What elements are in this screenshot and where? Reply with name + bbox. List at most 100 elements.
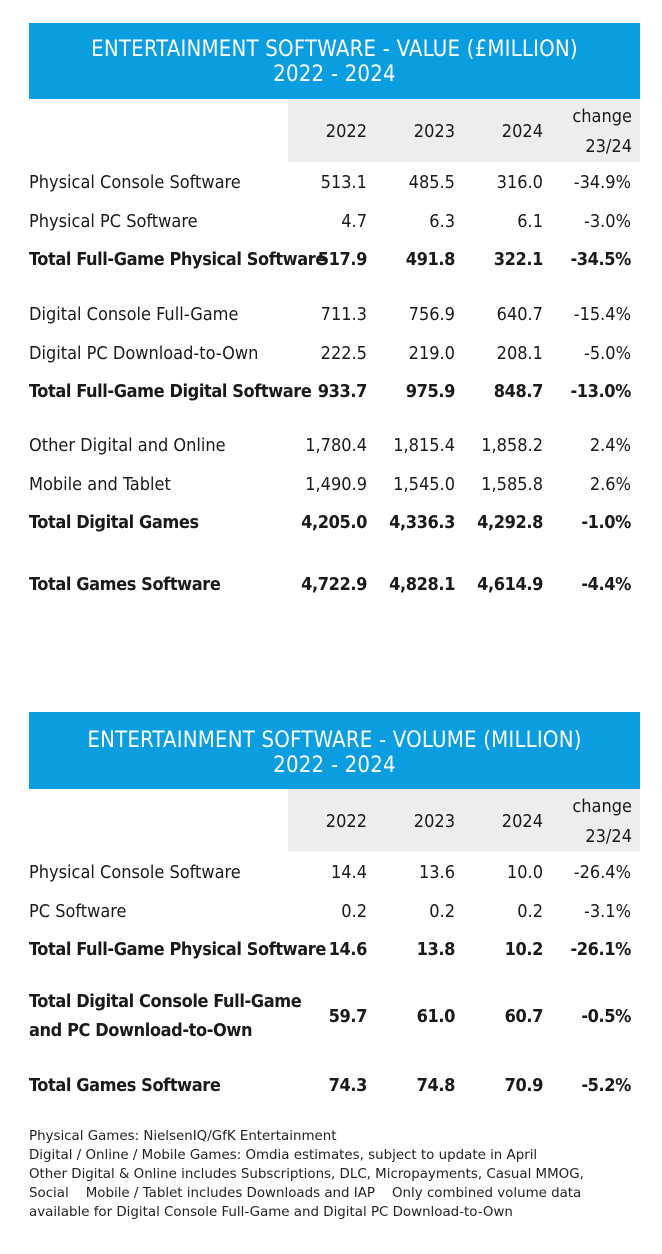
table-row: Mobile and Tablet 1,490.9 1,545.0 1,585.…: [0, 474, 662, 498]
row-label: Total Digital Games: [29, 512, 199, 533]
table-row: Physical PC Software 4.7 6.3 6.1 -3.0%: [0, 211, 662, 235]
value-table-title: ENTERTAINMENT SOFTWARE - VALUE (£MILLION…: [91, 37, 578, 62]
cell-change: -5.2%: [581, 1075, 631, 1096]
table-row: Physical Console Software 513.1 485.5 31…: [0, 172, 662, 196]
row-label-line1: Total Digital Console Full-Game: [29, 991, 302, 1012]
row-label: Physical PC Software: [29, 211, 198, 232]
cell-2024: 1,585.8: [481, 474, 543, 495]
cell-2022: 74.3: [328, 1075, 368, 1096]
cell-change: -5.0%: [584, 343, 631, 364]
cell-change: -3.1%: [584, 901, 631, 922]
header-2024: 2024: [501, 811, 543, 832]
table-row-grand-total: Total Games Software 74.3 74.8 70.9 -5.2…: [0, 1075, 662, 1099]
header-change: change: [572, 106, 632, 127]
cell-2022: 4,722.9: [301, 574, 367, 595]
cell-change: -34.5%: [570, 249, 631, 270]
cell-change: -26.1%: [570, 939, 631, 960]
cell-2023: 74.8: [416, 1075, 456, 1096]
cell-2022: 14.6: [328, 939, 368, 960]
table-row: Digital PC Download-to-Own 222.5 219.0 2…: [0, 343, 662, 367]
table-row-total: Total Digital Console Full-Game and PC D…: [0, 991, 662, 1043]
cell-2024: 1,858.2: [481, 435, 543, 456]
cell-change: -1.0%: [581, 512, 631, 533]
cell-2023: 13.6: [418, 862, 455, 883]
header-period: 23/24: [585, 136, 632, 157]
cell-2024: 60.7: [504, 1006, 544, 1027]
row-label: Physical Console Software: [29, 862, 241, 883]
cell-2023: 491.8: [405, 249, 456, 270]
cell-change: -4.4%: [581, 574, 631, 595]
header-2022: 2022: [325, 811, 367, 832]
cell-2023: 756.9: [408, 304, 455, 325]
cell-2024: 640.7: [496, 304, 543, 325]
cell-change: -15.4%: [573, 304, 631, 325]
cell-2022: 14.4: [330, 862, 367, 883]
cell-2023: 13.8: [416, 939, 456, 960]
cell-change: -26.4%: [573, 862, 631, 883]
row-label: Total Full-Game Physical Software: [29, 939, 326, 960]
cell-2022: 4.7: [341, 211, 367, 232]
cell-2022: 1,780.4: [305, 435, 367, 456]
cell-2024: 316.0: [496, 172, 543, 193]
cell-2023: 4,336.3: [389, 512, 455, 533]
table-row-total: Total Full-Game Physical Software 517.9 …: [0, 249, 662, 273]
cell-change: -3.0%: [584, 211, 631, 232]
cell-2022: 517.9: [317, 249, 368, 270]
table-row: Physical Console Software 14.4 13.6 10.0…: [0, 862, 662, 886]
cell-change: -13.0%: [570, 381, 631, 402]
row-label: Digital PC Download-to-Own: [29, 343, 259, 364]
volume-table-subtitle: 2022 - 2024: [273, 753, 396, 778]
cell-2024: 208.1: [496, 343, 543, 364]
value-table-title-banner: ENTERTAINMENT SOFTWARE - VALUE (£MILLION…: [29, 23, 640, 99]
row-label: Total Games Software: [29, 1075, 221, 1096]
note-line: Digital / Online / Mobile Games: Omdia e…: [29, 1148, 538, 1163]
cell-2023: 219.0: [408, 343, 455, 364]
header-2023: 2023: [413, 121, 455, 142]
cell-2022: 933.7: [317, 381, 368, 402]
cell-2024: 848.7: [493, 381, 544, 402]
cell-2024: 6.1: [517, 211, 543, 232]
table-row: Digital Console Full-Game 711.3 756.9 64…: [0, 304, 662, 328]
header-period: 23/24: [585, 826, 632, 847]
value-table-subtitle: 2022 - 2024: [273, 62, 396, 87]
header-2022: 2022: [325, 121, 367, 142]
cell-2023: 0.2: [429, 901, 455, 922]
row-label: Total Full-Game Digital Software: [29, 381, 312, 402]
cell-2022: 711.3: [320, 304, 367, 325]
row-label: Total Full-Game Physical Software: [29, 249, 326, 270]
cell-2022: 513.1: [320, 172, 367, 193]
cell-change: -34.9%: [573, 172, 631, 193]
cell-2022: 4,205.0: [301, 512, 367, 533]
table-row-total: Total Full-Game Digital Software 933.7 9…: [0, 381, 662, 405]
cell-2023: 1,815.4: [393, 435, 455, 456]
cell-change: 2.6%: [589, 474, 631, 495]
table-row: Other Digital and Online 1,780.4 1,815.4…: [0, 435, 662, 459]
header-2024: 2024: [501, 121, 543, 142]
volume-table-header: 2022 2023 2024 change 23/24: [288, 789, 640, 851]
row-label-line2: and PC Download-to-Own: [29, 1020, 253, 1041]
row-label: Physical Console Software: [29, 172, 241, 193]
cell-change: -0.5%: [581, 1006, 631, 1027]
value-table-header: 2022 2023 2024 change 23/24: [288, 99, 640, 162]
volume-table-title: ENTERTAINMENT SOFTWARE - VOLUME (MILLION…: [87, 728, 582, 753]
note-line: available for Digital Console Full-Game …: [29, 1205, 513, 1220]
row-label: PC Software: [29, 901, 127, 922]
row-label: Total Games Software: [29, 574, 221, 595]
header-2023: 2023: [413, 811, 455, 832]
cell-2024: 0.2: [517, 901, 543, 922]
volume-table-title-banner: ENTERTAINMENT SOFTWARE - VOLUME (MILLION…: [29, 712, 640, 789]
header-change: change: [572, 796, 632, 817]
note-line: Other Digital & Online includes Subscrip…: [29, 1167, 584, 1182]
cell-2024: 10.0: [506, 862, 543, 883]
cell-2022: 59.7: [328, 1006, 368, 1027]
source-notes: Physical Games: NielsenIQ/GfK Entertainm…: [29, 1127, 639, 1222]
cell-2024: 322.1: [493, 249, 544, 270]
cell-2022: 1,490.9: [305, 474, 367, 495]
cell-2022: 0.2: [341, 901, 367, 922]
cell-2024: 10.2: [504, 939, 544, 960]
note-line: Physical Games: NielsenIQ/GfK Entertainm…: [29, 1129, 337, 1144]
cell-2023: 61.0: [416, 1006, 456, 1027]
cell-2023: 1,545.0: [393, 474, 455, 495]
table-row-grand-total: Total Games Software 4,722.9 4,828.1 4,6…: [0, 574, 662, 598]
note-line: Social Mobile / Tablet includes Download…: [29, 1186, 582, 1201]
